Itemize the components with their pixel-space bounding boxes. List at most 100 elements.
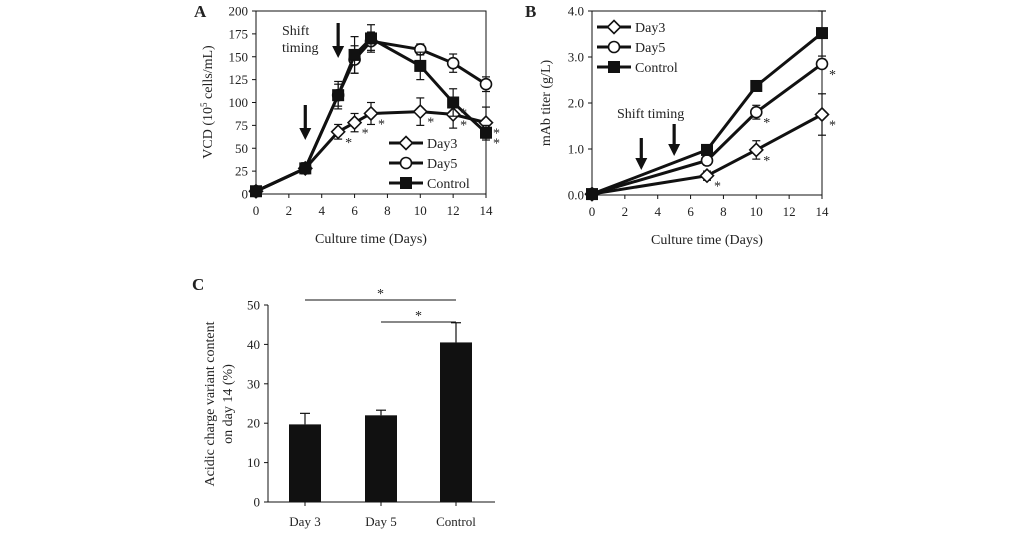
panel-a-xtick-label: 4 bbox=[318, 203, 325, 218]
panel-b-point-day3 bbox=[814, 106, 830, 123]
panel-b-xtick-label: 2 bbox=[622, 204, 629, 219]
panel-c: 0 10 20 30 40 50 Acidic charge variant content… bbox=[192, 275, 495, 529]
panel-b-arrow-day5-head bbox=[668, 144, 681, 156]
panel-a-point-day3 bbox=[412, 104, 428, 120]
panel-a-legend-label: Control bbox=[427, 177, 470, 192]
panel-b-xtick-label: 12 bbox=[783, 204, 796, 219]
panel-a-arrow-day3 bbox=[299, 105, 312, 140]
panel-b-point-day3 bbox=[748, 142, 764, 158]
panel-a-ytick-label: 100 bbox=[229, 95, 249, 110]
panel-a-shift-label-line1: Shift bbox=[282, 24, 309, 39]
panel-a-y-axis-title-sup: 5 bbox=[199, 102, 209, 107]
panel-b-point-day5 bbox=[815, 57, 829, 71]
panel-b-point-control bbox=[750, 79, 763, 92]
panel-c-ytick-label: 20 bbox=[247, 416, 260, 431]
panel-b-legend-marker bbox=[607, 40, 621, 54]
panel-a-point-control bbox=[299, 162, 312, 175]
panel-a-significance-star: * bbox=[345, 136, 352, 151]
panel-a-significance-star: * bbox=[427, 116, 434, 131]
panel-b-point-day3 bbox=[699, 168, 715, 184]
panel-b-significance-star: * bbox=[763, 116, 770, 131]
panel-b-legend-marker bbox=[608, 61, 620, 73]
panel-b-point-day5 bbox=[700, 154, 714, 167]
panel-c-y-axis-title-line1: Acidic charge variant content bbox=[203, 321, 218, 486]
panel-b-xtick-label: 8 bbox=[720, 204, 727, 219]
panel-b-point-control bbox=[701, 143, 713, 156]
panel-b-plot-frame bbox=[591, 10, 823, 196]
panel-a-legend-marker bbox=[399, 156, 413, 170]
panel-c-ytick-label: 10 bbox=[247, 455, 260, 470]
panel-a-arrow-day5-head bbox=[332, 46, 345, 58]
panel-a-ytick-label: 0 bbox=[242, 187, 249, 202]
panel-b-significance-star: * bbox=[763, 154, 770, 169]
panel-b-letter: B bbox=[525, 2, 536, 21]
panel-b-significance-star: * bbox=[829, 68, 836, 83]
panel-b-ytick-label: 0.0 bbox=[568, 188, 584, 203]
panel-a-series-line bbox=[255, 36, 488, 193]
panel-a-point-day5 bbox=[479, 77, 493, 91]
panel-a-significance-star: * bbox=[460, 118, 467, 133]
panel-a-legend-label: Day3 bbox=[427, 137, 457, 152]
panel-a-point-day3 bbox=[330, 124, 346, 140]
panel-a-legend-marker bbox=[398, 135, 414, 151]
panel-b-arrow-day3 bbox=[635, 138, 648, 170]
panel-b-xtick-label: 4 bbox=[654, 204, 661, 219]
panel-a-significance-star: * bbox=[460, 107, 467, 122]
panel-b-legend-label: Control bbox=[635, 61, 678, 76]
panel-b-point-control bbox=[816, 27, 828, 40]
panel-a-arrow-day3-head bbox=[299, 128, 312, 140]
panel-a-xtick-label: 2 bbox=[286, 203, 293, 218]
panel-a-legend-label: Day5 bbox=[427, 157, 457, 172]
panel-a-shift-label-line2: timing bbox=[282, 41, 319, 56]
panel-a-point-control bbox=[480, 126, 492, 139]
panel-c-category-label: Day 3 bbox=[289, 514, 320, 529]
panel-b-point-control bbox=[586, 188, 598, 201]
panel-c-bar-control bbox=[440, 342, 472, 502]
panel-a-y-axis-title-part: VCD (10 bbox=[201, 107, 216, 159]
panel-a-xtick-label: 0 bbox=[253, 203, 260, 218]
panel-a-ytick-label: 75 bbox=[235, 118, 248, 133]
panel-c-category-label: Control bbox=[436, 514, 476, 529]
panel-c-bar-day-5 bbox=[365, 415, 397, 502]
panel-b-xtick-label: 6 bbox=[687, 204, 694, 219]
panel-a-xtick-label: 8 bbox=[384, 203, 391, 218]
panel-a-xtick-label: 12 bbox=[447, 203, 460, 218]
panel-c-ytick-label: 50 bbox=[247, 298, 260, 313]
panel-a-legend: Day3 Day5 Control bbox=[389, 135, 470, 192]
panel-b-significance-star: * bbox=[829, 119, 836, 134]
panel-b-series-line bbox=[591, 113, 823, 196]
panel-a-significance-star: * bbox=[493, 127, 500, 142]
panel-a-point-control bbox=[250, 185, 262, 198]
panel-b-legend-label: Day3 bbox=[635, 21, 665, 36]
panel-a-point-day3 bbox=[346, 114, 363, 131]
panel-c-ytick-label: 30 bbox=[247, 376, 260, 391]
panel-c-y-axis-title-line2: on day 14 (%) bbox=[221, 364, 236, 444]
panel-b-xtick-label: 14 bbox=[816, 204, 830, 219]
panel-a-ytick-label: 150 bbox=[229, 49, 249, 64]
panel-a-xtick-label: 10 bbox=[414, 203, 427, 218]
panel-b-xtick-label: 10 bbox=[750, 204, 763, 219]
panel-a-ytick-label: 175 bbox=[229, 26, 249, 41]
panel-b-shift-label: Shift timing bbox=[617, 107, 684, 122]
panel-b-significance-star: * bbox=[714, 180, 721, 195]
panel-c-significance-star: * bbox=[377, 287, 384, 302]
panel-b-legend-label: Day5 bbox=[635, 41, 665, 56]
panel-a-significance-star: * bbox=[378, 117, 385, 132]
panel-a-x-axis-title: Culture time (Days) bbox=[315, 232, 427, 247]
panel-b-ytick-label: 1.0 bbox=[568, 142, 584, 157]
panel-a-point-control bbox=[348, 48, 361, 61]
panel-b-arrow-day5 bbox=[668, 124, 681, 156]
panel-b-xtick-label: 0 bbox=[589, 204, 596, 219]
panel-b-point-day5 bbox=[749, 105, 763, 119]
panel-c-category-label: Day 5 bbox=[365, 514, 396, 529]
panel-a: 0 25 50 75 100 125 150 175 200 0 2 4 6 8 10 12 14 Culture… bbox=[194, 2, 500, 247]
panel-a-ytick-label: 200 bbox=[229, 4, 249, 19]
panel-a-xtick-label: 14 bbox=[480, 203, 494, 218]
panel-a-y-axis-title-part: cells/mL) bbox=[201, 45, 216, 102]
panel-a-significance-star: * bbox=[362, 127, 369, 142]
panel-b-series-control bbox=[586, 10, 828, 201]
panel-a-arrow-day5 bbox=[332, 23, 345, 58]
panel-b-legend: Day3 Day5 Control bbox=[597, 19, 678, 76]
panel-b-x-axis-title: Culture time (Days) bbox=[651, 233, 763, 248]
